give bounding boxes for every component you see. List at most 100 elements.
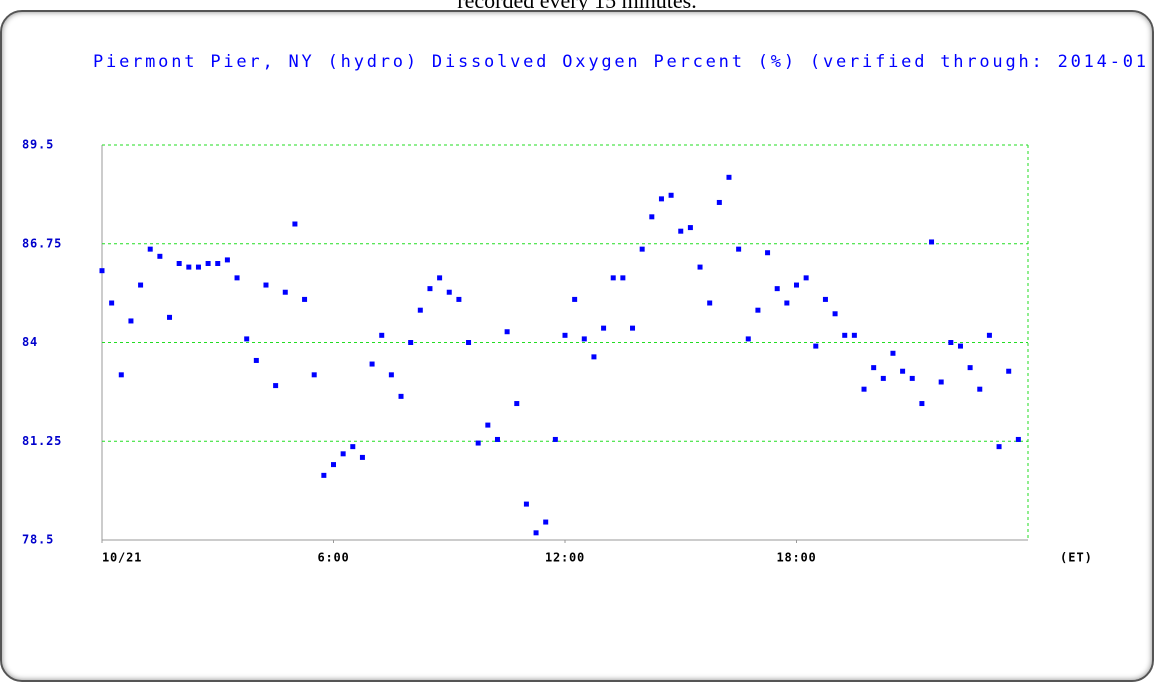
data-point [533, 530, 539, 536]
data-point [118, 372, 124, 378]
data-point [813, 343, 819, 349]
caption: recorded every 15 minutes. [457, 0, 697, 13]
data-point [562, 332, 568, 338]
data-point [957, 343, 963, 349]
data-point [1015, 436, 1021, 442]
data-point [234, 275, 240, 281]
data-point [302, 296, 308, 302]
chart: Piermont Pier, NY (hydro) Dissolved Oxyg… [22, 52, 1149, 565]
data-point [581, 336, 587, 342]
data-point [523, 501, 529, 507]
data-point [109, 300, 115, 306]
x-axis-label: (ET) [1060, 551, 1093, 565]
data-point [379, 332, 385, 338]
data-point [832, 311, 838, 317]
data-point [986, 332, 992, 338]
data-point [755, 307, 761, 313]
data-point [552, 436, 558, 442]
data-point [919, 401, 925, 407]
data-point [369, 361, 375, 367]
x-tick-label: 12:00 [545, 551, 585, 565]
data-point [591, 354, 597, 360]
data-point [745, 336, 751, 342]
y-tick-label: 89.5 [22, 138, 54, 152]
data-point [890, 350, 896, 356]
data-point [658, 196, 664, 202]
data-point [186, 264, 192, 270]
data-point [331, 462, 336, 468]
data-point [765, 250, 771, 256]
data-point [398, 393, 404, 399]
data-point [128, 318, 134, 324]
data-point [601, 325, 607, 331]
data-point [572, 296, 578, 302]
data-point [494, 436, 500, 442]
data-point [282, 289, 288, 295]
data-point [446, 289, 452, 295]
data-point [1006, 368, 1012, 374]
data-point [996, 444, 1002, 450]
chart-title: Piermont Pier, NY (hydro) Dissolved Oxyg… [93, 52, 1149, 72]
data-point [900, 368, 906, 374]
x-tick-label: 10/21 [102, 551, 142, 565]
data-point [707, 300, 713, 306]
data-point [408, 340, 414, 345]
data-point [263, 282, 269, 288]
data-point [726, 174, 732, 180]
data-point [475, 440, 481, 446]
data-point [456, 296, 462, 302]
data-point [244, 336, 250, 342]
data-point [359, 454, 365, 460]
data-point [967, 365, 973, 371]
data-point [514, 401, 520, 407]
data-point [340, 451, 346, 457]
data-point [427, 286, 433, 292]
data-point [861, 386, 867, 392]
data-point [205, 261, 211, 266]
data-point [176, 261, 182, 266]
y-tick-label: 78.5 [22, 533, 54, 547]
data-point [948, 340, 954, 345]
data-point [485, 422, 491, 428]
data-point [437, 275, 443, 281]
y-tick-label: 84 [22, 335, 38, 349]
data-point [687, 225, 693, 231]
data-point [716, 199, 722, 205]
data-point [311, 372, 317, 378]
data-point [504, 329, 510, 335]
data-point [157, 253, 163, 259]
data-point [938, 379, 944, 385]
data-point [697, 264, 703, 270]
x-tick-label: 6:00 [317, 551, 349, 565]
data-point [543, 519, 549, 525]
data-point [321, 472, 327, 478]
data-point [871, 365, 877, 371]
data-point [977, 386, 983, 392]
data-point [273, 383, 279, 389]
data-point [610, 275, 616, 281]
data-point [929, 239, 935, 245]
data-point [803, 275, 809, 281]
data-point [466, 340, 472, 345]
data-point [253, 357, 259, 363]
data-point [224, 257, 230, 263]
y-tick-label: 86.75 [22, 236, 62, 250]
data-point [630, 325, 636, 331]
data-point [639, 246, 645, 252]
data-point [388, 372, 394, 378]
x-tick-label: 18:00 [776, 551, 816, 565]
data-point [292, 221, 298, 227]
data-point [784, 300, 790, 306]
data-point [167, 314, 173, 320]
data-point [649, 214, 655, 220]
data-point [417, 307, 423, 313]
data-point [822, 296, 828, 302]
data-point [851, 332, 857, 338]
data-point [880, 375, 886, 381]
data-point [794, 282, 799, 288]
data-point [350, 444, 356, 450]
data-point [736, 246, 742, 252]
data-point [215, 261, 221, 266]
y-tick-label: 81.25 [22, 434, 62, 448]
